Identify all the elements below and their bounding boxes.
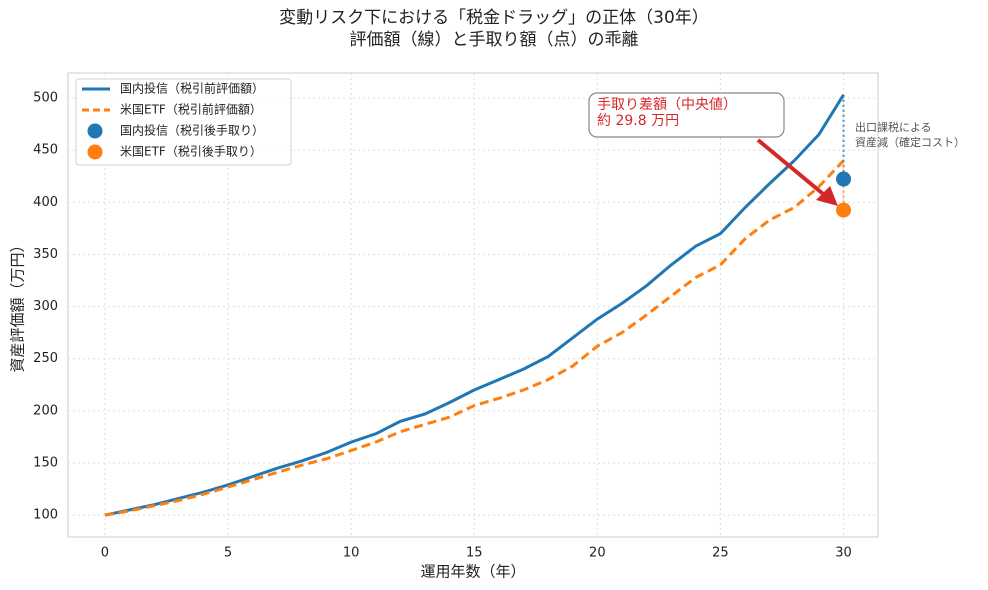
line-series xyxy=(104,94,845,517)
annotation-arrow xyxy=(756,138,830,200)
plot-frame xyxy=(67,72,879,538)
y-tick-label: 300 xyxy=(33,299,58,314)
x-tick-label: 10 xyxy=(343,546,360,561)
y-tick-label: 100 xyxy=(33,508,58,523)
y-tick-label: 150 xyxy=(33,455,58,470)
scatter-point xyxy=(836,202,852,218)
y-tick-label: 350 xyxy=(33,247,58,262)
legend-swatch xyxy=(87,123,103,139)
line-series xyxy=(104,159,845,517)
legend-label: 国内投信（税引前評価額） xyxy=(120,81,264,96)
scatter-point xyxy=(836,171,852,187)
y-tick-label: 200 xyxy=(33,403,58,418)
annotation-text: 約 29.8 万円 xyxy=(597,113,679,129)
legend-box xyxy=(75,78,292,166)
y-tick-label: 450 xyxy=(33,143,58,158)
legend-label: 米国ETF（税引後手取り） xyxy=(120,145,262,159)
x-axis-label: 運用年数（年） xyxy=(420,563,525,581)
x-tick-label: 20 xyxy=(589,546,606,561)
y-axis-label: 資産評価額（万円） xyxy=(9,237,27,372)
annotation-text: 手取り差額（中央値） xyxy=(597,97,737,113)
y-tick-label: 250 xyxy=(33,351,58,366)
x-tick-label: 15 xyxy=(466,546,483,561)
annotation-text: 出口課税による xyxy=(855,120,932,134)
legend-swatch xyxy=(87,144,103,160)
annotation-text: 資産減（確定コスト） xyxy=(855,135,965,149)
legend: 国内投信（税引前評価額） 米国ETF（税引前評価額） 国内投信（税引後手取り） 米国E… xyxy=(75,78,292,166)
chart-subtitle: 評価額（線）と手取り額（点）の乖離 xyxy=(350,30,639,50)
y-tick-label: 500 xyxy=(33,91,58,106)
x-tick-label: 30 xyxy=(835,546,852,561)
legend-label: 国内投信（税引後手取り） xyxy=(120,123,264,138)
x-tick-label: 0 xyxy=(101,546,109,561)
annotation-arrowhead xyxy=(816,186,838,206)
y-tick-label: 400 xyxy=(33,195,58,210)
legend-label: 米国ETF（税引前評価額） xyxy=(120,102,262,117)
annotation-box xyxy=(588,92,785,138)
x-tick-label: 25 xyxy=(712,546,729,561)
x-tick-label: 5 xyxy=(224,546,232,561)
chart-title: 変動リスク下における「税金ドラッグ」の正体（30年） xyxy=(279,8,709,28)
